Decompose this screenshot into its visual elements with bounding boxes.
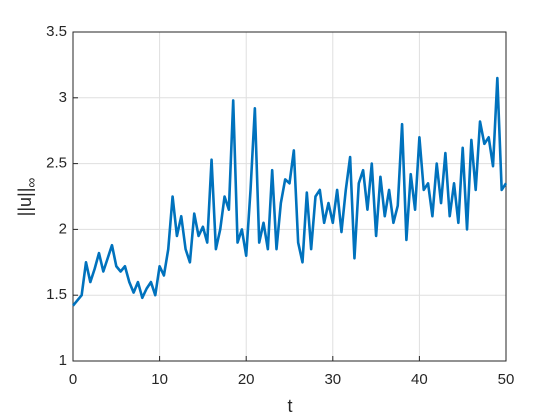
x-tick-label: 20 [238, 371, 255, 388]
y-axis-label: ||u||∞ [15, 178, 39, 217]
x-tick-label: 0 [69, 371, 77, 388]
y-tick-label: 1.5 [46, 286, 67, 303]
x-tick-label: 30 [324, 371, 341, 388]
x-tick-label: 50 [498, 371, 515, 388]
y-axis-label-subscript: ∞ [23, 178, 39, 188]
y-tick-label: 3 [59, 89, 67, 106]
axes-box [72, 31, 507, 362]
y-tick-label: 1 [59, 352, 67, 369]
y-tick-label: 3.5 [46, 23, 67, 40]
x-tick-label: 40 [411, 371, 428, 388]
y-axis-label-text: ||u|| [15, 188, 35, 217]
x-axis-label: t [287, 396, 292, 416]
data-line [71, 76, 508, 307]
y-tick-label: 2.5 [46, 155, 67, 172]
y-tick-label: 2 [59, 220, 67, 237]
x-tick-label: 10 [151, 371, 168, 388]
